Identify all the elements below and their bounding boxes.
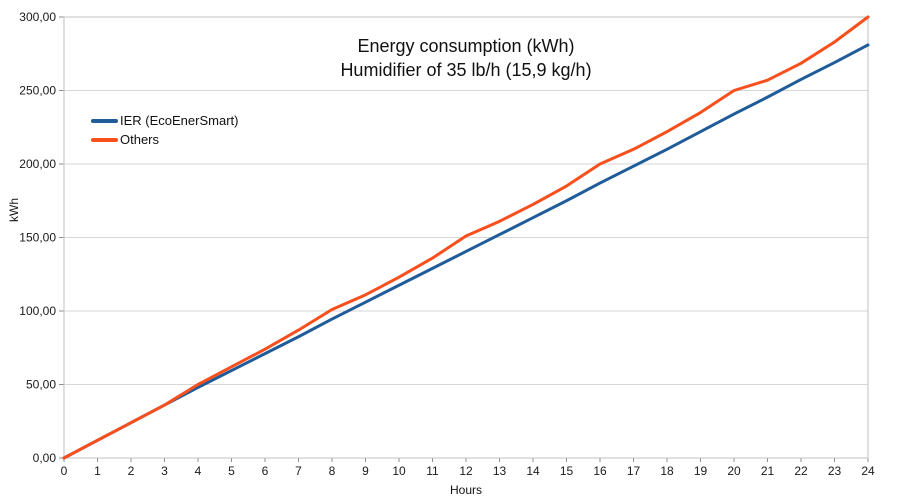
y-tick-label: 250,00: [19, 84, 56, 98]
x-tick-label: 5: [228, 464, 235, 478]
x-tick-label: 0: [61, 464, 68, 478]
x-tick-label: 18: [660, 464, 674, 478]
chart-legend: IER (EcoEnerSmart) Others: [91, 111, 238, 149]
x-tick-label: 16: [593, 464, 607, 478]
legend-item-others: Others: [91, 130, 238, 149]
legend-item-ier: IER (EcoEnerSmart): [91, 111, 238, 130]
x-tick-label: 2: [128, 464, 135, 478]
x-tick-label: 11: [426, 464, 439, 478]
y-axis-title: kWh: [7, 198, 21, 222]
x-tick-label: 19: [694, 464, 708, 478]
y-tick-label: 200,00: [19, 157, 56, 171]
y-tick-label: 0,00: [33, 451, 57, 465]
y-tick-label: 100,00: [19, 304, 56, 318]
legend-label-others: Others: [120, 132, 160, 147]
x-tick-label: 10: [392, 464, 406, 478]
x-tick-label: 17: [627, 464, 641, 478]
x-tick-label: 24: [861, 464, 875, 478]
x-tick-label: 23: [828, 464, 842, 478]
x-tick-label: 7: [295, 464, 302, 478]
legend-line-swatch-ier: [91, 118, 118, 123]
x-tick-label: 21: [761, 464, 775, 478]
x-tick-label: 22: [794, 464, 808, 478]
x-tick-label: 8: [329, 464, 336, 478]
x-axis-title: Hours: [449, 483, 483, 497]
y-tick-label: 300,00: [19, 10, 56, 24]
chart-title: Energy consumption (kWh): [357, 36, 575, 56]
x-tick-label: 9: [362, 464, 369, 478]
x-tick-label: 20: [727, 464, 741, 478]
plot-border: [63, 16, 869, 459]
series-line-others: [62, 15, 870, 460]
y-tick-label: 150,00: [19, 231, 56, 245]
legend-line-swatch-others: [91, 137, 118, 142]
x-tick-label: 1: [94, 464, 101, 478]
x-tick-label: 15: [560, 464, 574, 478]
x-tick-label: 4: [195, 464, 202, 478]
x-tick-label: 6: [262, 464, 269, 478]
legend-label-ier: IER (EcoEnerSmart): [120, 113, 239, 128]
chart-subtitle: Humidifier of 35 lb/h (15,9 kg/h): [340, 60, 592, 80]
x-tick-label: 13: [493, 464, 507, 478]
x-tick-label: 14: [526, 464, 540, 478]
x-tick-label: 12: [459, 464, 473, 478]
series-line-ier: [62, 43, 870, 460]
chart-title-block: Energy consumption (kWh) Humidifier of 3…: [64, 34, 868, 82]
y-tick-label: 50,00: [26, 378, 56, 392]
x-tick-label: 3: [161, 464, 168, 478]
